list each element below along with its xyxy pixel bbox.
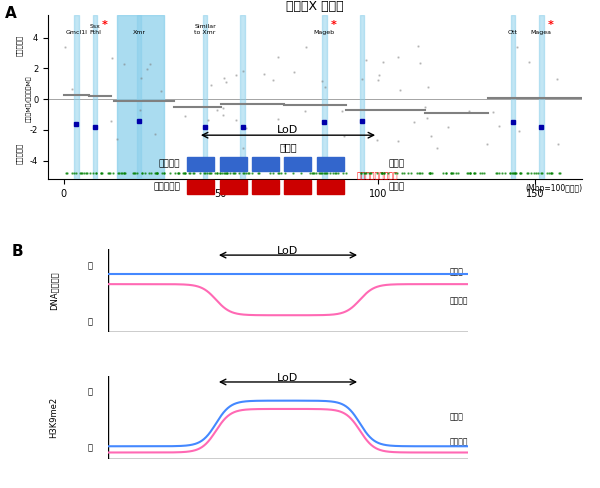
Text: Gmcl1l: Gmcl1l — [65, 30, 87, 35]
Text: Ssx
Fthl: Ssx Fthl — [89, 24, 101, 35]
Text: 体細胞: 体細胞 — [450, 267, 464, 276]
Bar — [252, 157, 279, 171]
Text: *: * — [547, 20, 553, 30]
Bar — [284, 180, 311, 194]
Text: *: * — [101, 20, 107, 30]
Text: 体細胞M値/生殖細胞M値: 体細胞M値/生殖細胞M値 — [26, 76, 32, 122]
Bar — [252, 180, 279, 194]
Text: ＊癌精巣抗原遺伝子: ＊癌精巣抗原遺伝子 — [357, 171, 398, 181]
Text: Ott: Ott — [508, 30, 518, 35]
Text: 低: 低 — [88, 444, 92, 453]
Bar — [284, 157, 311, 171]
Bar — [317, 157, 344, 171]
Text: 高: 高 — [88, 388, 92, 397]
Text: 低メチル化: 低メチル化 — [16, 142, 23, 163]
Text: DNAメチル化: DNAメチル化 — [49, 271, 59, 310]
Text: *: * — [331, 20, 337, 30]
Bar — [74, 15, 79, 179]
Title: マウスX 染色体: マウスX 染色体 — [286, 0, 344, 14]
Bar — [317, 180, 344, 194]
Text: LoD: LoD — [277, 373, 299, 383]
Bar — [203, 15, 208, 179]
Text: LoD: LoD — [277, 125, 299, 135]
Text: (Mbp=100万塩基): (Mbp=100万塩基) — [525, 183, 582, 193]
Text: 生殖細胞: 生殖細胞 — [450, 438, 469, 447]
Bar — [539, 15, 544, 179]
Bar — [187, 180, 214, 194]
Bar — [241, 15, 245, 179]
Text: B: B — [12, 244, 23, 259]
Text: Mageb: Mageb — [314, 30, 335, 35]
Text: Magea: Magea — [530, 30, 551, 35]
Text: 高: 高 — [88, 261, 92, 270]
Text: 生殖細胞胞: 生殖細胞胞 — [153, 183, 180, 191]
Bar — [220, 180, 247, 194]
Bar — [511, 15, 515, 179]
Text: 高メチル化: 高メチル化 — [16, 35, 23, 56]
Text: 体細胞: 体細胞 — [450, 413, 464, 422]
Bar — [322, 15, 327, 179]
Text: 低発現: 低発現 — [389, 160, 405, 169]
Text: 生殖細胞: 生殖細胞 — [450, 296, 469, 305]
Text: 低: 低 — [88, 317, 92, 326]
Bar — [93, 15, 97, 179]
Bar — [137, 15, 142, 179]
Bar — [117, 15, 164, 179]
Text: 体細胞胞: 体細胞胞 — [158, 160, 180, 169]
Text: LoD: LoD — [277, 246, 299, 256]
Text: H3K9me2: H3K9me2 — [49, 397, 59, 438]
Bar — [220, 157, 247, 171]
Text: Similar
to Xmr: Similar to Xmr — [194, 24, 216, 35]
Bar — [187, 157, 214, 171]
Text: 遺伝子: 遺伝子 — [279, 142, 297, 153]
Text: 高発現: 高発現 — [389, 183, 405, 191]
Text: A: A — [5, 6, 17, 21]
Bar — [360, 15, 364, 179]
Text: Xmr: Xmr — [133, 30, 146, 35]
